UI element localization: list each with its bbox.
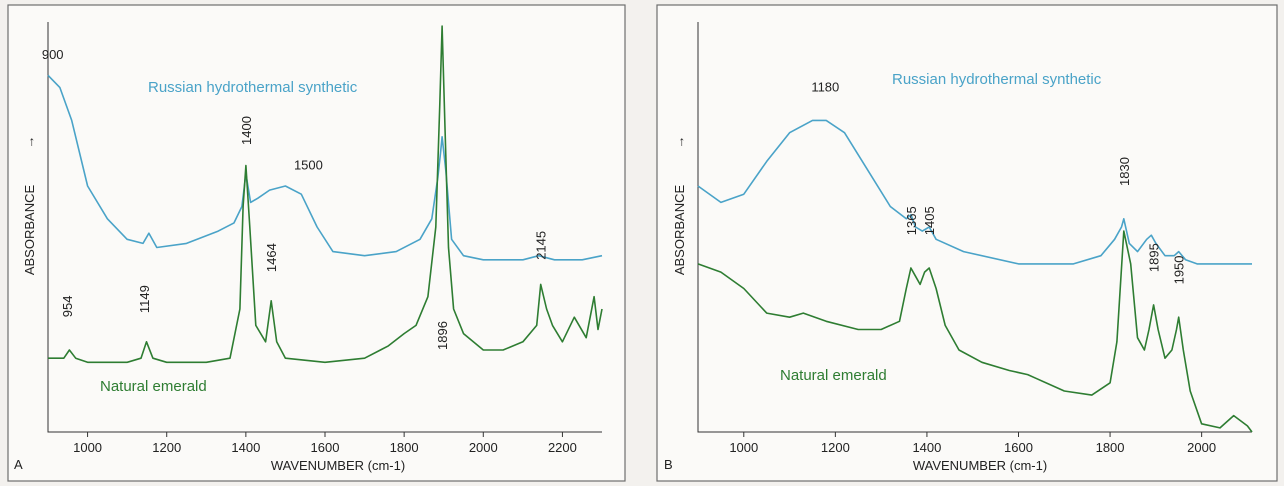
panel-a-synthetic-series-label: Russian hydrothermal synthetic [148, 79, 358, 96]
panel-b-synthetic-series-label: Russian hydrothermal synthetic [892, 71, 1102, 88]
panel-a-x-tick-label-1800: 1800 [390, 440, 419, 455]
panel-b-natural-series-label: Natural emerald [780, 367, 887, 384]
panel-a-peak-labels: 900 1500 954 1149 1400 1464 1896 2145 [42, 47, 549, 350]
panel-a-x-tick-label-2200: 2200 [548, 440, 577, 455]
panel-a-series-line-synthetic [47, 74, 603, 261]
panel-a-peak-label-1500: 1500 [294, 158, 323, 173]
panel-a-peak-label-1464: 1464 [264, 243, 279, 272]
panel-a-y-axis-label: ABSORBANCE [22, 185, 37, 276]
panel-a-x-tick-label-1200: 1200 [152, 440, 181, 455]
panel-a-x-axis-label: WAVENUMBER (cm-1) [271, 458, 405, 473]
panel-b-peak-label-1405: 1405 [922, 206, 937, 235]
panel-b-series [697, 119, 1253, 433]
panel-a-natural-series-label: Natural emerald [100, 378, 207, 395]
panel-a-x-tick-label-1600: 1600 [311, 440, 340, 455]
panel-a: 1000 1200 1400 1600 1800 2000 2200 900 1500 954 1… [7, 4, 626, 482]
panel-a-axes [47, 22, 602, 433]
panel-a-series-line-natural [48, 25, 603, 364]
panel-a-frame [7, 4, 626, 482]
panel-b-x-tick-label-1800: 1800 [1096, 440, 1125, 455]
panel-a-y-axis-title: ABSORBANCE → [22, 136, 37, 276]
panel-a-series [47, 25, 603, 364]
panel-b-peak-labels: 1180 1365 1405 1830 1895 1950 [811, 80, 1186, 285]
panel-b-x-tick-label-1200: 1200 [821, 440, 850, 455]
panel-a-x-tick-label-1000: 1000 [73, 440, 102, 455]
panel-a-peak-label-1896: 1896 [435, 321, 450, 350]
panel-b-frame [656, 4, 1278, 482]
panel-b-x-tick-label-1600: 1600 [1004, 440, 1033, 455]
panel-a-peak-label-1149: 1149 [137, 285, 152, 313]
panel-b-axes [697, 22, 1252, 433]
panel-b-y-axis-title: ABSORBANCE → [672, 136, 687, 276]
panel-a-peak-label-900: 900 [42, 47, 64, 62]
panel-a-peak-label-2145: 2145 [534, 231, 549, 260]
panel-a-x-tick-label-1400: 1400 [231, 440, 260, 455]
panel-a-y-axis-arrow: → [22, 136, 37, 149]
panel-b-letter: B [664, 457, 673, 472]
panel-b-x-tick-label-2000: 2000 [1187, 440, 1216, 455]
panel-b-peak-label-1365: 1365 [904, 206, 919, 235]
panel-b-x-tick-label-1400: 1400 [912, 440, 941, 455]
panel-b-x-tick-label-1000: 1000 [729, 440, 758, 455]
panel-a-x-tick-label-2000: 2000 [469, 440, 498, 455]
panel-b-x-ticks: 1000 1200 1400 1600 1800 2000 [729, 432, 1216, 455]
panel-b-y-axis-label: ABSORBANCE [672, 185, 687, 276]
panel-b-peak-label-1830: 1830 [1117, 157, 1132, 186]
panel-b-y-axis-arrow: → [672, 136, 687, 149]
panel-b-peak-label-1180: 1180 [811, 80, 839, 95]
panel-b-series-line-natural [697, 230, 1253, 433]
panel-b-peak-label-1950: 1950 [1172, 255, 1187, 284]
panel-b: 1000 1200 1400 1600 1800 2000 1180 1365 1405 183… [656, 4, 1278, 482]
panel-a-x-ticks: 1000 1200 1400 1600 1800 2000 2200 [73, 432, 577, 455]
panel-a-letter: A [14, 457, 23, 472]
panel-b-series-line-synthetic [697, 119, 1252, 265]
panel-b-peak-label-1895: 1895 [1147, 243, 1162, 272]
panel-a-peak-label-1400: 1400 [239, 116, 254, 145]
panel-b-x-axis-label: WAVENUMBER (cm-1) [913, 458, 1047, 473]
panel-a-peak-label-954: 954 [60, 295, 75, 317]
